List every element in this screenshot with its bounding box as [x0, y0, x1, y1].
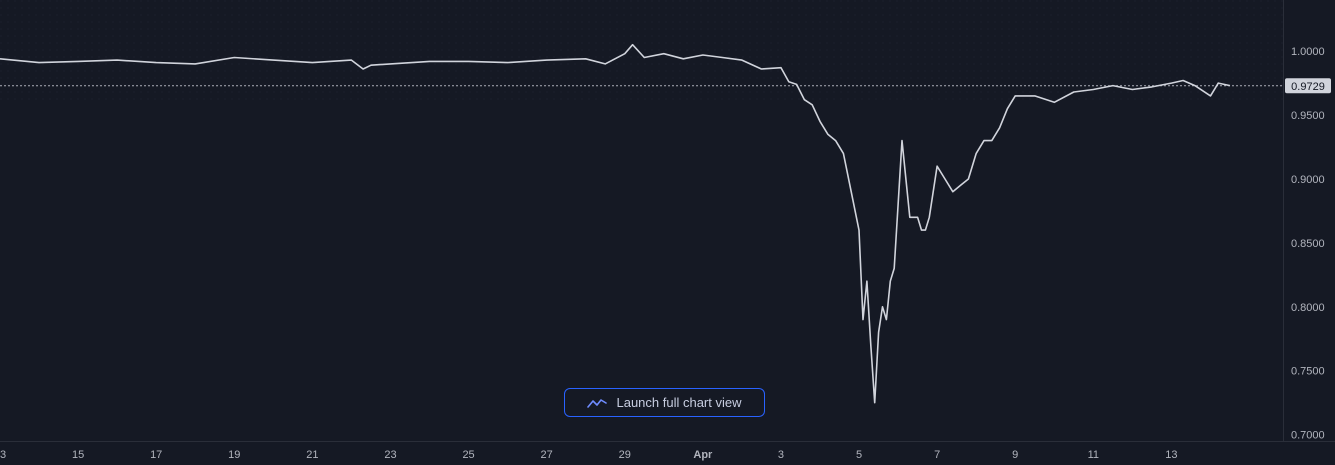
- x-tick-label: 15: [72, 449, 84, 461]
- x-tick-label: 3: [778, 449, 784, 461]
- x-tick-label: 29: [619, 449, 631, 461]
- line-chart-icon: [587, 398, 608, 408]
- y-tick-label: 0.7500: [1291, 366, 1325, 378]
- x-tick-label: 21: [306, 449, 318, 461]
- x-tick-label: 13: [1165, 449, 1177, 461]
- y-tick-label: 0.8000: [1291, 302, 1325, 314]
- y-tick-label: 1.0000: [1291, 46, 1325, 58]
- y-tick-label: 0.9000: [1291, 174, 1325, 186]
- y-tick-label: 0.8500: [1291, 238, 1325, 250]
- y-tick-label: 0.9500: [1291, 110, 1325, 122]
- x-tick-label: 3: [0, 449, 6, 461]
- x-tick-label: 11: [1088, 449, 1099, 461]
- last-price-box: [1285, 78, 1331, 94]
- y-axis-ticks: 1.0000 0.9500 0.9000 0.8500 0.8000 0.7500 0.70…: [1291, 46, 1325, 441]
- dotted-grid: [0, 0, 1283, 100]
- launch-button-label: Launch full chart view: [616, 395, 742, 410]
- x-axis-ticks: 3 15 17 19 21 23 25 27 29 Apr 3 5 7 9 11 13: [0, 449, 1178, 461]
- x-tick-label: 5: [856, 449, 862, 461]
- x-tick-label: 19: [228, 449, 240, 461]
- x-tick-label: 23: [384, 449, 396, 461]
- y-tick-label: 0.7000: [1291, 430, 1325, 442]
- x-tick-label: 25: [462, 449, 474, 461]
- launch-full-chart-button[interactable]: Launch full chart view: [564, 388, 765, 417]
- price-series-line: [0, 43, 1231, 404]
- x-tick-label: 7: [934, 449, 940, 461]
- x-tick-label: 27: [541, 449, 553, 461]
- x-tick-label: Apr: [693, 449, 713, 461]
- x-tick-label: 9: [1012, 449, 1018, 461]
- x-tick-label: 17: [150, 449, 162, 461]
- last-price-value: 0.9729: [1291, 81, 1325, 93]
- last-price-tag: 0.9729: [1285, 78, 1331, 94]
